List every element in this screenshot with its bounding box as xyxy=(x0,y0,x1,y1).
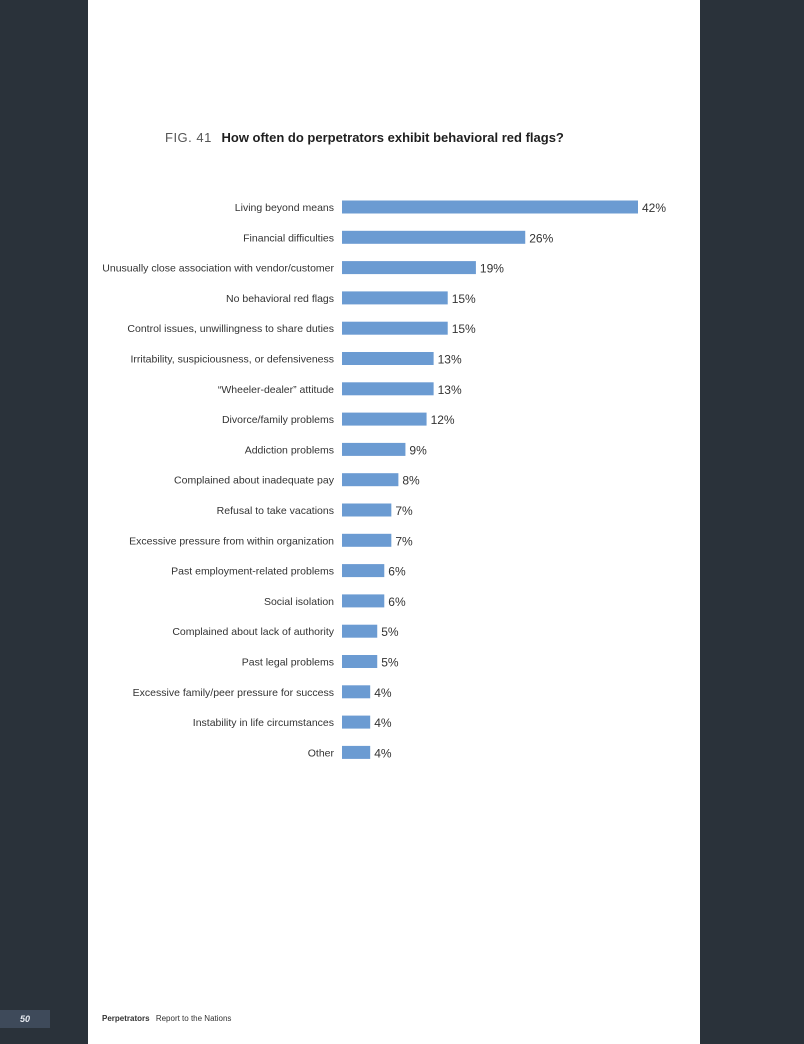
bar xyxy=(342,533,392,547)
category-label: Past legal problems xyxy=(242,657,334,669)
category-label: Instability in life circumstances xyxy=(193,717,334,729)
category-label: Excessive family/peer pressure for succe… xyxy=(133,687,334,699)
category-label: Divorce/family problems xyxy=(222,414,334,426)
value-label: 9% xyxy=(409,443,427,457)
category-label: Refusal to take vacations xyxy=(217,505,334,517)
category-label: Financial difficulties xyxy=(243,232,334,244)
value-label: 6% xyxy=(388,595,406,609)
bar xyxy=(342,442,406,456)
figure-question: How often do perpetrators exhibit behavi… xyxy=(221,130,564,145)
bar xyxy=(342,473,399,487)
value-label: 6% xyxy=(388,565,406,579)
bar xyxy=(342,412,427,426)
category-label: Irritability, suspiciousness, or defensi… xyxy=(131,354,334,366)
category-label: Control issues, unwillingness to share d… xyxy=(127,323,334,335)
category-label: Other xyxy=(308,747,335,759)
value-label: 15% xyxy=(452,292,476,306)
red-flags-bar-chart: Living beyond means 42% Financial difficul… xyxy=(102,200,666,760)
value-label: 13% xyxy=(438,353,462,367)
value-label: 4% xyxy=(374,716,392,730)
figure-number: FIG. 41 xyxy=(165,130,212,145)
value-label: 13% xyxy=(438,383,462,397)
value-label: 15% xyxy=(452,322,476,336)
figure-title: FIG. 41 How often do perpetrators exhibi… xyxy=(165,130,564,145)
category-label: Living beyond means xyxy=(235,202,334,214)
category-label: “Wheeler-dealer” attitude xyxy=(218,384,334,396)
bar xyxy=(342,261,476,275)
value-label: 19% xyxy=(480,262,504,276)
value-label: 7% xyxy=(395,534,413,548)
bar xyxy=(342,230,526,244)
bar xyxy=(342,291,448,305)
category-label: Excessive pressure from within organizat… xyxy=(129,535,334,547)
category-label: No behavioral red flags xyxy=(226,293,334,305)
value-label: 4% xyxy=(374,686,392,700)
bar xyxy=(342,503,392,517)
page-footer: Perpetrators Report to the Nations xyxy=(102,1014,231,1023)
value-label: 4% xyxy=(374,746,392,760)
category-label: Past employment-related problems xyxy=(171,566,334,578)
page-number-badge: 50 xyxy=(0,1010,50,1028)
bar xyxy=(342,200,638,214)
value-label: 5% xyxy=(381,656,399,670)
bar xyxy=(342,745,371,759)
bar xyxy=(342,624,378,638)
bar xyxy=(342,321,448,335)
value-label: 7% xyxy=(395,504,413,518)
footer-report: Report to the Nations xyxy=(155,1014,232,1023)
category-label: Social isolation xyxy=(264,596,334,608)
value-label: 5% xyxy=(381,625,399,639)
category-label: Complained about inadequate pay xyxy=(174,475,335,487)
footer-section: Perpetrators xyxy=(102,1014,150,1023)
bar xyxy=(342,655,378,668)
category-label: Addiction problems xyxy=(245,444,334,456)
value-label: 42% xyxy=(642,201,666,215)
category-label: Unusually close association with vendor/… xyxy=(102,263,334,275)
value-label: 8% xyxy=(402,474,420,488)
category-label: Complained about lack of authority xyxy=(172,626,334,638)
bar xyxy=(342,382,434,396)
bar xyxy=(342,564,385,578)
bar xyxy=(342,594,385,608)
value-label: 26% xyxy=(529,231,553,245)
value-label: 12% xyxy=(431,413,455,427)
report-page: FIG. 41 How often do perpetrators exhibi… xyxy=(88,0,700,1044)
bar xyxy=(342,685,371,699)
bar xyxy=(342,352,434,365)
bar xyxy=(342,715,371,729)
